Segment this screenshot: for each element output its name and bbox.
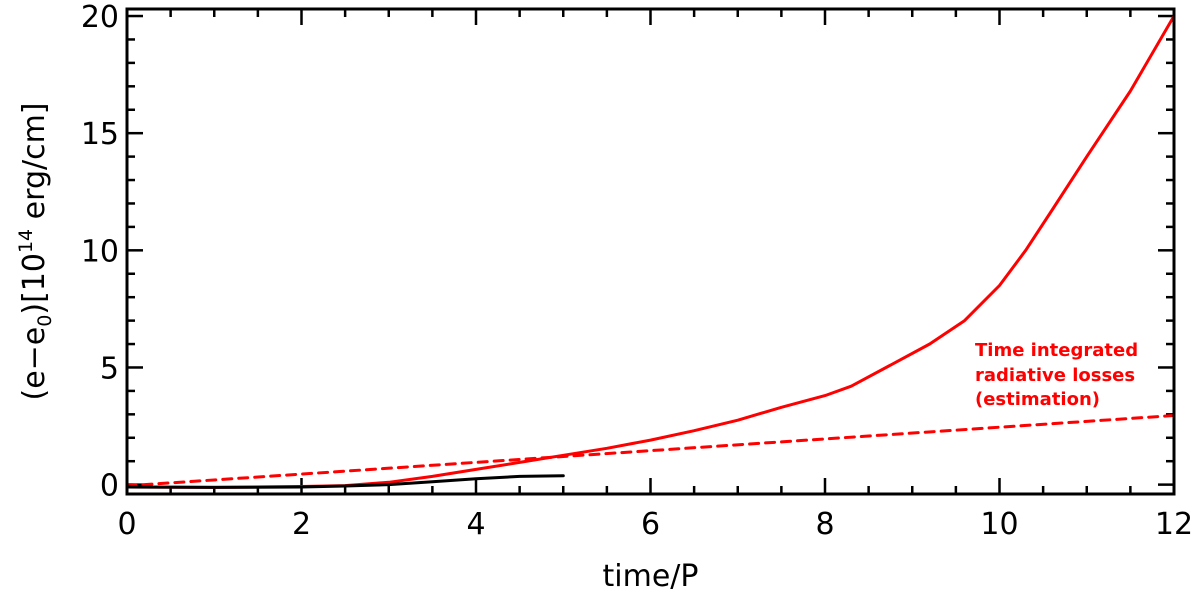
y-title-subscript: 0: [34, 315, 56, 327]
x-axis-title: time/P: [603, 559, 699, 594]
y-title-exponent: 14: [15, 229, 37, 253]
x-tick-label: 10: [980, 507, 1018, 542]
ticks-layer: [125, 9, 1176, 494]
annotation-text: Time integrated radiative losses (estima…: [975, 340, 1144, 410]
series-line-1: [125, 414, 1176, 488]
series-line-0: [125, 14, 1176, 489]
y-tick-label: 5: [100, 351, 119, 386]
series-layer: [125, 14, 1176, 489]
series-line-2: [125, 474, 565, 489]
annotation-line: radiative losses: [975, 365, 1135, 386]
x-tick-label: 12: [1155, 507, 1193, 542]
x-tick-label: 8: [815, 507, 834, 542]
y-tick-label: 10: [81, 234, 119, 269]
x-tick-label: 0: [117, 507, 136, 542]
y-tick-label: 15: [81, 117, 119, 152]
y-title-suffix: erg/cm]: [17, 102, 52, 228]
y-title-prefix: (e: [17, 370, 52, 400]
x-tick-label: 6: [641, 507, 660, 542]
y-tick-label: 0: [100, 469, 119, 504]
y-tick-label: 20: [81, 0, 119, 35]
y-axis-title: (e−e0)[1014 erg/cm]: [15, 102, 56, 400]
y-title-mid: )[10: [17, 253, 52, 315]
labels-layer: 0 2 4 6 8 10 12 0 5 10 15 20: [81, 0, 1193, 542]
x-tick-label: 4: [466, 507, 485, 542]
annotation-line: Time integrated: [975, 340, 1138, 361]
x-tick-label: 2: [292, 507, 311, 542]
y-title-e: e: [17, 327, 52, 345]
annotation-line: (estimation): [975, 389, 1100, 410]
y-title-minus: −: [17, 345, 52, 370]
plot-frame: [125, 7, 1176, 496]
